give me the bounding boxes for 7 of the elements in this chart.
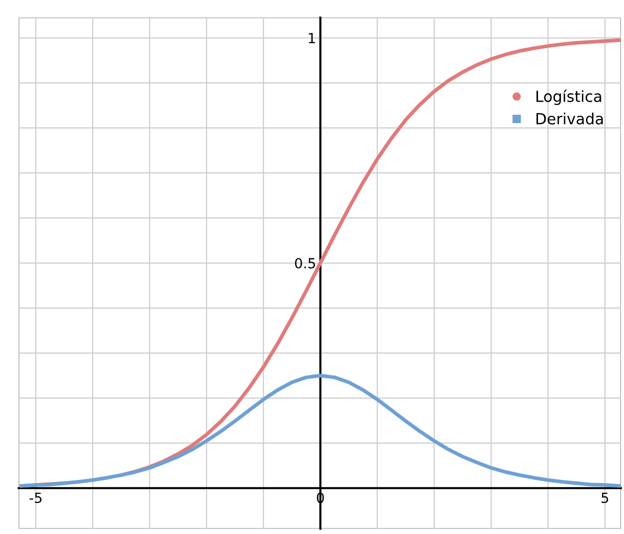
x-tick-label: 5 [602,492,608,504]
legend-label: Logística [536,90,602,106]
x-tick-label: -5 [30,492,42,504]
line-series [20,374,621,488]
y-tick-label: 0.5 [295,258,315,268]
y-tick-label: 1 [308,33,315,44]
legend-label: Derivada [536,112,603,125]
